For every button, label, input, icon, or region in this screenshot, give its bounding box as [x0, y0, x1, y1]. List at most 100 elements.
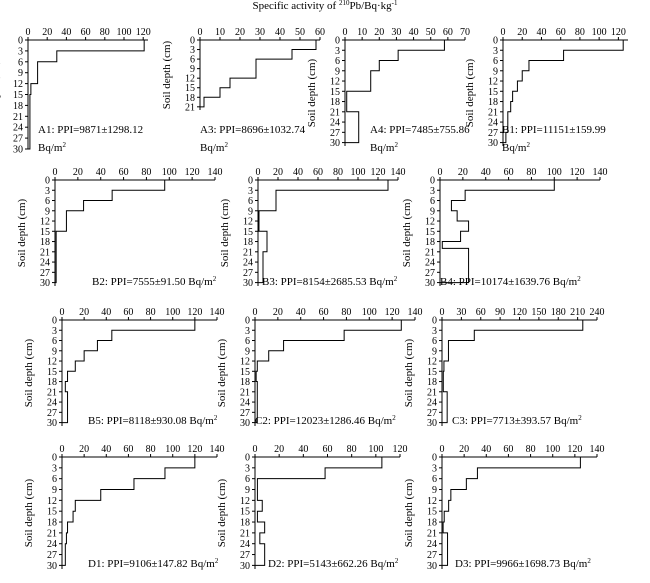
- y-tick-label: 15: [47, 507, 57, 518]
- y-tick-label: 27: [40, 268, 50, 279]
- y-tick-label: 15: [47, 367, 57, 378]
- y-tick-label: 30: [243, 278, 253, 289]
- y-tick-label: 6: [190, 55, 195, 66]
- x-tick-label: 50: [426, 27, 436, 38]
- y-tick-label: 18: [13, 101, 23, 112]
- x-tick-label: 60: [504, 167, 514, 178]
- x-tick-label: 100: [545, 444, 560, 455]
- y-tick-label: 0: [52, 316, 57, 327]
- y-tick-label: 3: [45, 186, 50, 197]
- y-tick-label: 15: [330, 87, 340, 98]
- y-axis-label: Soil depth (cm): [23, 338, 35, 407]
- x-tick-label: 40: [61, 27, 71, 38]
- x-tick-label: 120: [393, 444, 408, 455]
- x-tick-label: 40: [275, 27, 285, 38]
- y-tick-label: 12: [240, 357, 250, 368]
- y-tick-label: 21: [427, 387, 437, 398]
- x-tick-label: 100: [162, 167, 177, 178]
- x-tick-label: 60: [313, 167, 323, 178]
- x-tick-label: 120: [570, 167, 585, 178]
- x-tick-label: 120: [385, 307, 400, 318]
- x-tick-label: 0: [253, 444, 258, 455]
- profile-line: [503, 39, 624, 144]
- x-tick-label: 60: [556, 27, 566, 38]
- profile-line: [442, 319, 584, 424]
- y-tick-label: 3: [18, 46, 23, 57]
- x-tick-label: 20: [79, 307, 89, 318]
- y-tick-label: 9: [248, 206, 253, 217]
- y-tick-label: 12: [47, 357, 57, 368]
- x-tick-label: 0: [53, 167, 58, 178]
- y-tick-label: 0: [245, 316, 250, 327]
- x-tick-label: 120: [187, 307, 202, 318]
- y-tick-label: 27: [425, 268, 435, 279]
- y-tick-label: 21: [185, 102, 195, 113]
- y-tick-label: 15: [13, 90, 23, 101]
- y-tick-label: 12: [240, 496, 250, 507]
- x-tick-label: 50: [295, 27, 305, 38]
- x-tick-label: 40: [298, 444, 308, 455]
- x-tick-label: 140: [408, 307, 423, 318]
- y-tick-label: 6: [52, 336, 57, 347]
- y-tick-label: 9: [245, 346, 250, 357]
- y-axis-label: Soil depth (cm): [219, 198, 231, 267]
- y-tick-label: 15: [240, 507, 250, 518]
- x-tick-label: 100: [351, 167, 366, 178]
- x-tick-label: 210: [570, 307, 585, 318]
- y-tick-label: 9: [335, 66, 340, 77]
- x-tick-label: 140: [391, 167, 406, 178]
- y-tick-label: 30: [425, 278, 435, 289]
- x-tick-label: 40: [481, 167, 491, 178]
- y-tick-label: 18: [425, 237, 435, 248]
- x-tick-label: 40: [101, 307, 111, 318]
- y-tick-label: 24: [488, 118, 498, 129]
- profile-line: [62, 319, 196, 424]
- y-tick-label: 21: [240, 387, 250, 398]
- y-tick-label: 21: [13, 112, 23, 123]
- profile-line: [255, 319, 402, 424]
- y-tick-label: 30: [13, 145, 23, 156]
- x-tick-label: 0: [256, 167, 261, 178]
- x-tick-label: 80: [100, 27, 110, 38]
- x-tick-label: 40: [409, 27, 419, 38]
- y-tick-label: 0: [493, 36, 498, 47]
- y-tick-label: 21: [47, 387, 57, 398]
- x-tick-label: 40: [296, 307, 306, 318]
- y-tick-label: 18: [427, 518, 437, 529]
- x-tick-label: 20: [235, 27, 245, 38]
- y-tick-label: 3: [52, 463, 57, 474]
- x-tick-label: 80: [146, 307, 156, 318]
- y-tick-label: 18: [240, 377, 250, 388]
- y-tick-label: 27: [488, 128, 498, 139]
- panel-label: D2: PPI=5143±662.26 Bq/m2: [268, 557, 399, 570]
- y-tick-label: 24: [330, 118, 340, 129]
- y-tick-label: 12: [40, 217, 50, 228]
- x-tick-label: 40: [96, 167, 106, 178]
- y-tick-label: 30: [240, 418, 250, 429]
- x-tick-label: 80: [347, 444, 357, 455]
- x-tick-label: 140: [210, 307, 225, 318]
- y-tick-label: 24: [13, 123, 23, 134]
- x-tick-label: 0: [26, 27, 31, 38]
- y-tick-label: 24: [40, 258, 50, 269]
- x-tick-label: 140: [593, 167, 608, 178]
- y-tick-label: 15: [185, 83, 195, 94]
- y-tick-label: 0: [45, 176, 50, 187]
- y-tick-label: 18: [427, 377, 437, 388]
- x-tick-label: 80: [341, 307, 351, 318]
- y-tick-label: 3: [248, 186, 253, 197]
- y-tick-label: 12: [330, 77, 340, 88]
- y-axis-label: Soil depth (cm): [403, 338, 415, 407]
- panel-c3: 0 30 60 90 120 150 180 210 240036912151821242730…: [403, 307, 605, 429]
- profile-line: [258, 179, 389, 284]
- x-tick-label: 10: [215, 27, 225, 38]
- panel-label-unit: Bq/m2: [200, 141, 228, 154]
- profile-line: [440, 179, 555, 284]
